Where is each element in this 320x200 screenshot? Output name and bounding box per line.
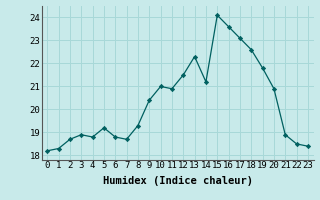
X-axis label: Humidex (Indice chaleur): Humidex (Indice chaleur) [103, 176, 252, 186]
